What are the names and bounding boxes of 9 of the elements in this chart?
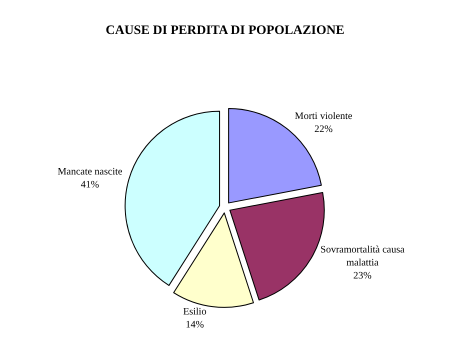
data-label: 22% <box>314 124 333 136</box>
slice-label: Mancate nascite <box>58 166 123 178</box>
slice-label: Esilio <box>183 306 206 318</box>
data-label: 14% <box>186 319 204 330</box>
chart-title: CAUSE DI PERDITA DI POPOLAZIONE <box>106 22 344 38</box>
slice-label: Sovramortalità causa malattia <box>320 244 406 269</box>
slice-label: Morti violente <box>294 111 353 122</box>
data-label: 41% <box>80 179 100 190</box>
data-label: 23% <box>353 270 372 282</box>
